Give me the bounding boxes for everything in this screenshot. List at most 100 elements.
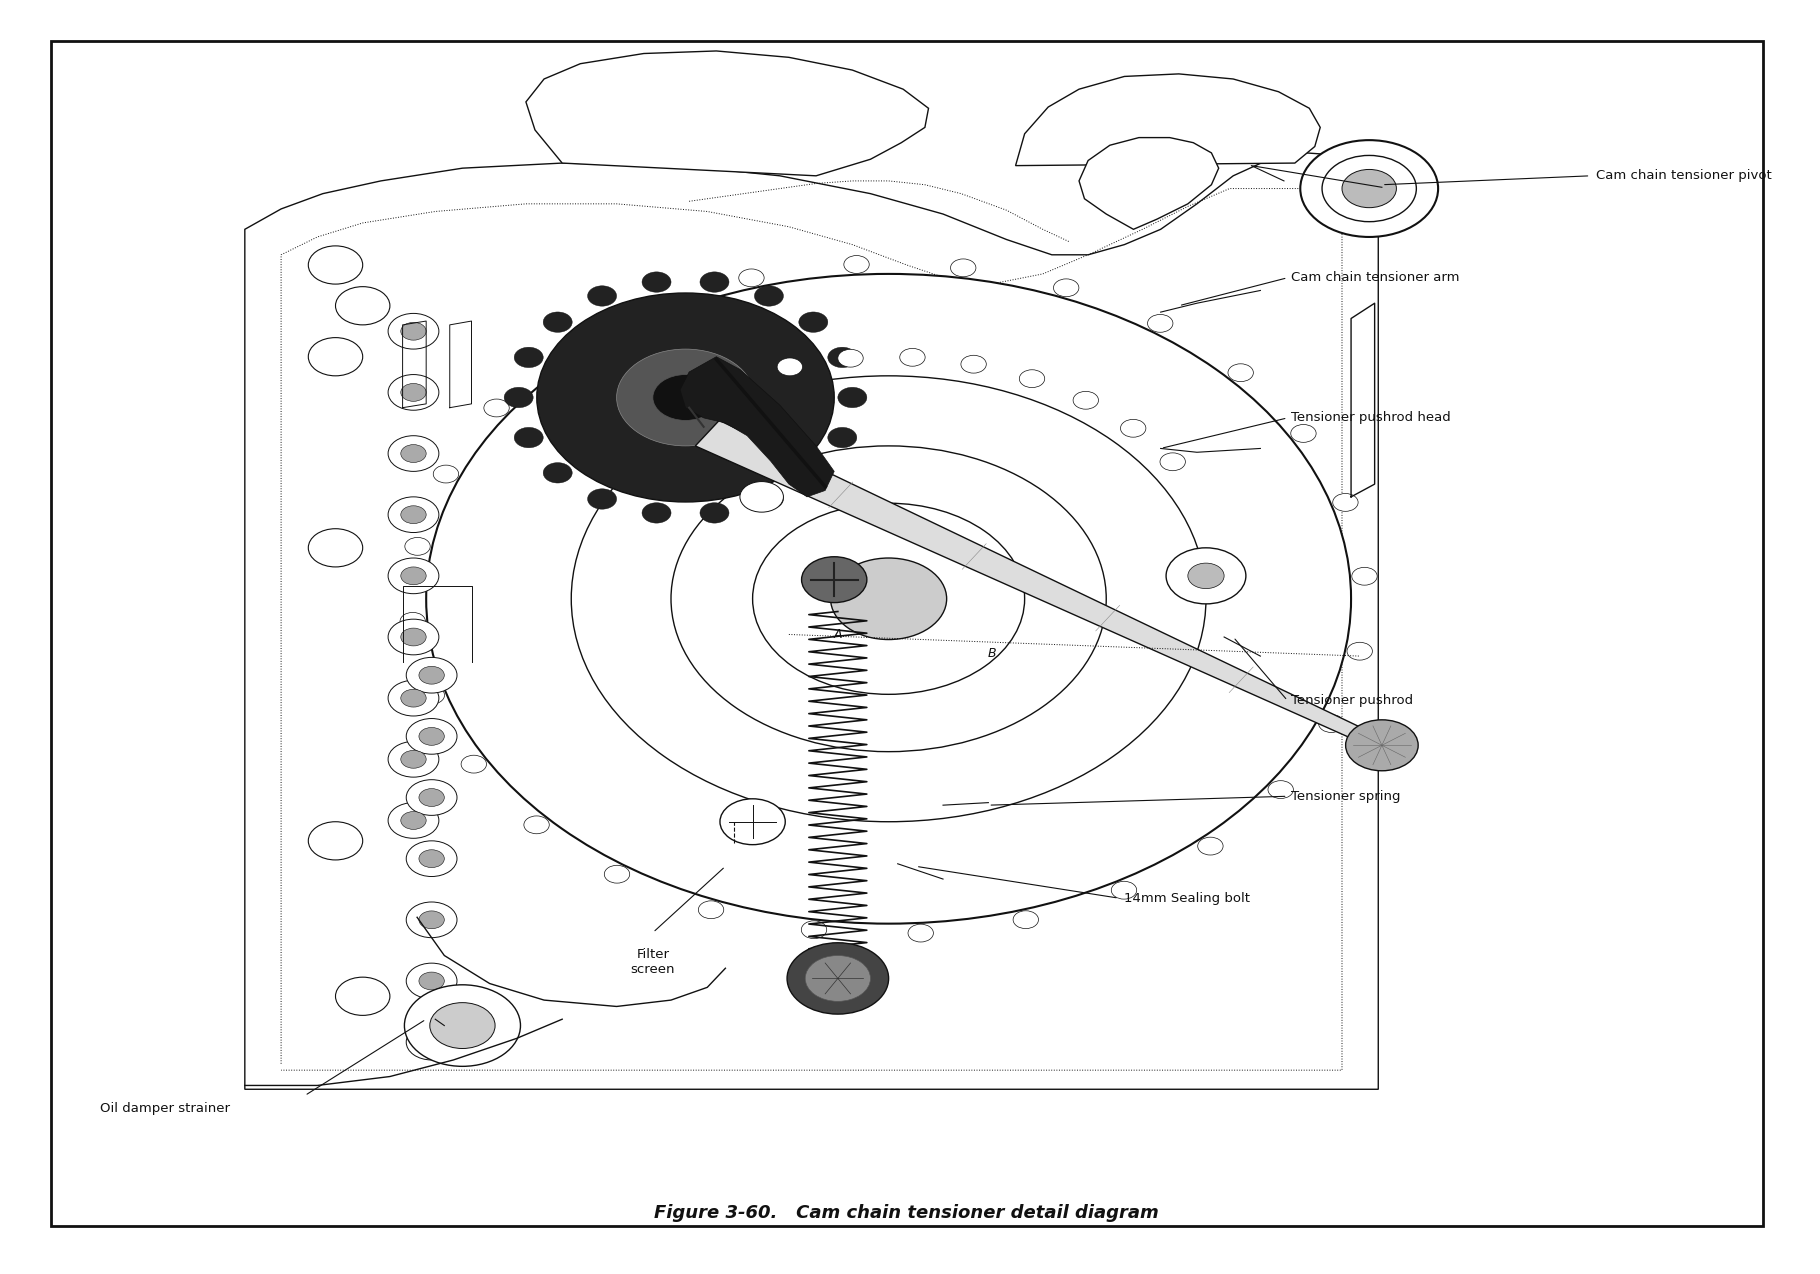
Circle shape <box>653 375 719 420</box>
Circle shape <box>1347 642 1372 660</box>
Text: Cam chain tensioner pivot: Cam chain tensioner pivot <box>1596 169 1771 182</box>
Circle shape <box>828 427 857 447</box>
Polygon shape <box>526 51 928 176</box>
Circle shape <box>308 529 362 567</box>
Circle shape <box>755 489 783 510</box>
Circle shape <box>641 298 666 316</box>
Circle shape <box>1299 140 1438 237</box>
Circle shape <box>799 462 828 483</box>
Circle shape <box>777 358 803 376</box>
Circle shape <box>1228 364 1254 382</box>
Circle shape <box>1074 391 1099 409</box>
Circle shape <box>1188 563 1225 589</box>
Circle shape <box>899 348 925 366</box>
Circle shape <box>1352 567 1378 585</box>
Circle shape <box>588 489 617 510</box>
Circle shape <box>406 902 457 938</box>
Circle shape <box>950 259 976 276</box>
Circle shape <box>400 628 426 646</box>
Circle shape <box>804 956 870 1001</box>
Circle shape <box>908 924 934 941</box>
Circle shape <box>1054 279 1079 297</box>
Circle shape <box>419 1033 444 1051</box>
Circle shape <box>400 750 426 768</box>
Polygon shape <box>246 153 1378 1089</box>
Circle shape <box>830 558 946 640</box>
Circle shape <box>308 338 362 376</box>
Circle shape <box>753 503 1025 694</box>
Text: Cam chain tensioner arm: Cam chain tensioner arm <box>1290 271 1460 284</box>
Text: 14mm Sealing bolt: 14mm Sealing bolt <box>1125 892 1250 905</box>
Circle shape <box>799 312 828 333</box>
Circle shape <box>828 348 857 368</box>
Circle shape <box>1121 419 1147 437</box>
Circle shape <box>400 506 426 524</box>
Circle shape <box>1320 715 1343 733</box>
Circle shape <box>1148 315 1172 333</box>
Circle shape <box>588 285 617 306</box>
Circle shape <box>1159 452 1185 470</box>
Circle shape <box>837 387 866 408</box>
Circle shape <box>400 383 426 401</box>
Circle shape <box>406 780 457 815</box>
Circle shape <box>672 446 1107 752</box>
Circle shape <box>755 285 783 306</box>
Circle shape <box>721 799 784 845</box>
Circle shape <box>515 427 542 447</box>
Circle shape <box>537 293 834 502</box>
Circle shape <box>1019 369 1045 387</box>
Polygon shape <box>1079 138 1219 229</box>
Text: Tensioner spring: Tensioner spring <box>1290 790 1401 803</box>
Circle shape <box>419 687 444 705</box>
Circle shape <box>699 901 724 919</box>
Circle shape <box>1167 548 1247 604</box>
Circle shape <box>1112 882 1138 899</box>
Circle shape <box>844 256 870 274</box>
Circle shape <box>801 557 866 603</box>
Circle shape <box>419 911 444 929</box>
Circle shape <box>419 666 444 684</box>
Text: Tensioner pushrod head: Tensioner pushrod head <box>1290 412 1451 424</box>
Circle shape <box>419 850 444 868</box>
Circle shape <box>388 680 439 716</box>
Circle shape <box>430 1003 495 1049</box>
Circle shape <box>406 657 457 693</box>
Circle shape <box>388 313 439 349</box>
Circle shape <box>406 1024 457 1060</box>
Circle shape <box>388 558 439 594</box>
Circle shape <box>719 375 744 392</box>
Circle shape <box>604 865 630 883</box>
Circle shape <box>460 755 486 773</box>
Circle shape <box>1341 169 1396 208</box>
Circle shape <box>400 812 426 829</box>
Polygon shape <box>1016 74 1320 166</box>
Text: Figure 3-60.   Cam chain tensioner detail diagram: Figure 3-60. Cam chain tensioner detail … <box>655 1204 1159 1222</box>
Text: B: B <box>988 647 996 660</box>
Circle shape <box>739 269 764 287</box>
Circle shape <box>642 271 672 292</box>
Circle shape <box>1321 155 1416 222</box>
Circle shape <box>701 271 730 292</box>
Text: Filter
screen: Filter screen <box>630 948 675 976</box>
Circle shape <box>388 497 439 533</box>
Circle shape <box>701 503 730 524</box>
Circle shape <box>837 349 863 367</box>
Circle shape <box>741 482 783 512</box>
Circle shape <box>335 977 389 1015</box>
Circle shape <box>406 841 457 877</box>
Circle shape <box>484 399 510 417</box>
Circle shape <box>400 445 426 462</box>
Text: Oil damper strainer: Oil damper strainer <box>100 1102 229 1115</box>
Circle shape <box>1014 911 1039 929</box>
Circle shape <box>542 312 571 333</box>
Text: Tensioner pushrod: Tensioner pushrod <box>1290 694 1414 707</box>
Circle shape <box>433 465 459 483</box>
Circle shape <box>308 822 362 860</box>
Circle shape <box>553 343 579 361</box>
Circle shape <box>786 943 888 1014</box>
Circle shape <box>388 803 439 838</box>
Circle shape <box>388 436 439 471</box>
Circle shape <box>419 789 444 806</box>
Circle shape <box>400 689 426 707</box>
Circle shape <box>524 815 550 833</box>
